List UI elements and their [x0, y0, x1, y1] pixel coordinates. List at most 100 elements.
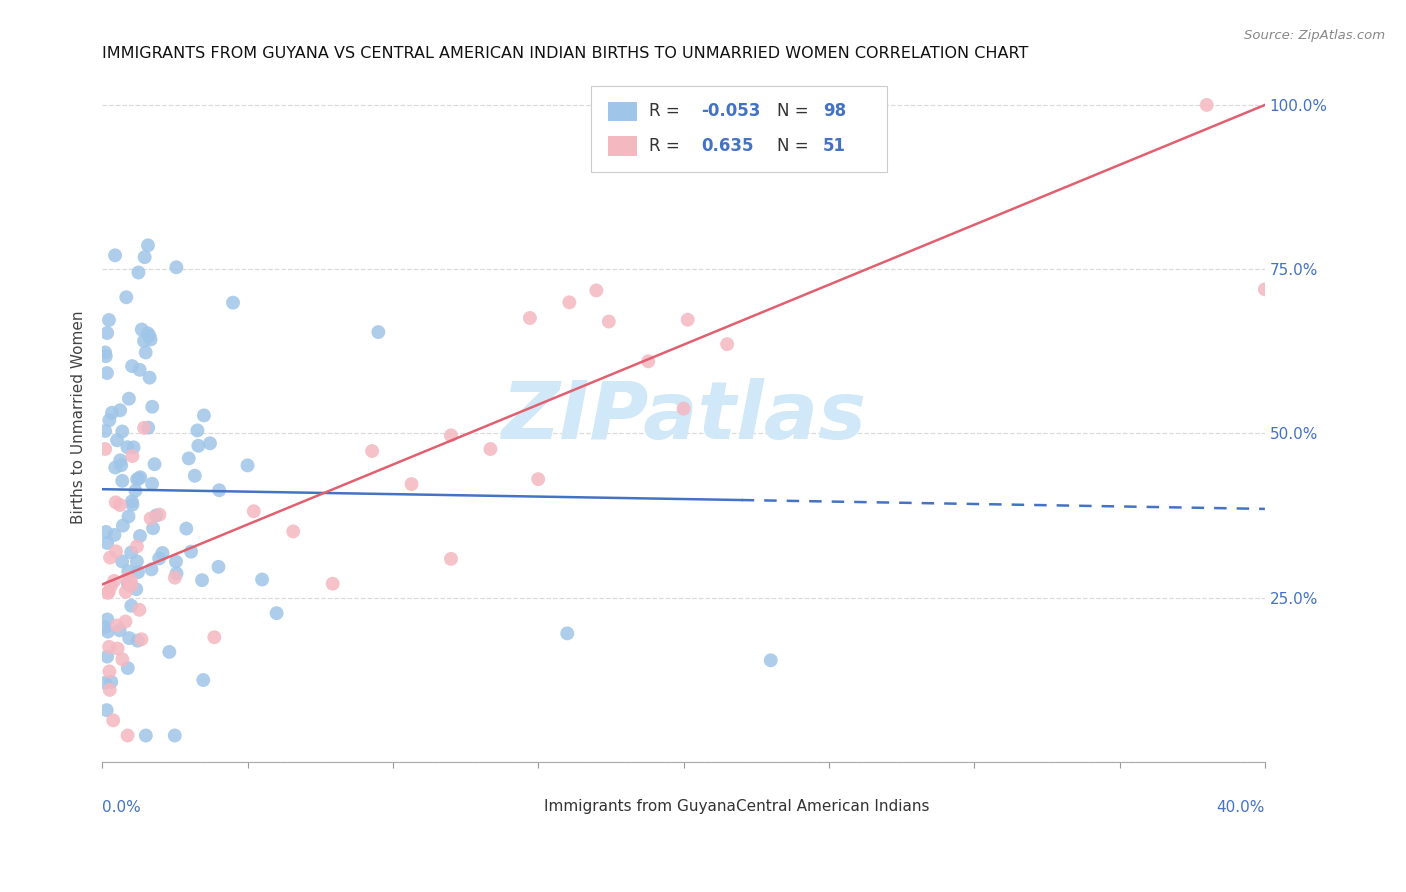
- Point: [283, 524, 305, 539]
- Point: [555, 626, 578, 640]
- Point: [180, 544, 202, 558]
- Point: [129, 470, 152, 484]
- Point: [135, 345, 157, 359]
- Text: R =: R =: [648, 103, 685, 120]
- Point: [207, 559, 229, 574]
- Text: ZIPatlas: ZIPatlas: [501, 378, 866, 456]
- Point: [585, 284, 607, 298]
- Point: [103, 528, 125, 542]
- Point: [440, 428, 463, 442]
- Point: [97, 586, 120, 600]
- Text: 0.0%: 0.0%: [103, 800, 141, 814]
- Point: [598, 314, 620, 328]
- Point: [96, 703, 118, 717]
- Text: 0.635: 0.635: [702, 136, 754, 155]
- Point: [98, 640, 121, 654]
- Point: [136, 238, 159, 252]
- Point: [98, 413, 121, 427]
- Point: [111, 652, 134, 666]
- Point: [134, 250, 156, 264]
- Point: [141, 476, 163, 491]
- Point: [105, 544, 128, 558]
- Point: [114, 584, 136, 599]
- Point: [121, 359, 143, 373]
- Point: [440, 552, 463, 566]
- Point: [716, 337, 738, 351]
- Point: [198, 436, 221, 450]
- Point: [141, 400, 163, 414]
- Point: [676, 312, 699, 326]
- Point: [121, 494, 143, 508]
- Point: [111, 425, 134, 439]
- Point: [142, 521, 165, 535]
- Point: [367, 325, 389, 339]
- Point: [322, 576, 344, 591]
- Point: [97, 624, 120, 639]
- Point: [118, 392, 141, 406]
- Point: [94, 675, 117, 690]
- Bar: [607, 136, 637, 155]
- Point: [637, 354, 659, 368]
- Point: [96, 536, 118, 550]
- Point: [120, 599, 142, 613]
- Point: [120, 579, 142, 593]
- Point: [104, 248, 127, 262]
- Point: [100, 674, 122, 689]
- Point: [98, 665, 121, 679]
- Point: [152, 546, 174, 560]
- Point: [115, 290, 138, 304]
- Point: [108, 624, 131, 638]
- Point: [117, 576, 139, 591]
- Point: [519, 310, 541, 325]
- Point: [138, 370, 160, 384]
- Point: [138, 328, 160, 343]
- Point: [135, 729, 157, 743]
- Bar: [707, 800, 730, 814]
- Point: [108, 498, 131, 512]
- Point: [208, 483, 231, 498]
- Point: [94, 442, 117, 456]
- Point: [98, 550, 121, 565]
- Point: [104, 460, 127, 475]
- Point: [242, 504, 264, 518]
- Point: [176, 522, 198, 536]
- Point: [163, 729, 186, 743]
- Point: [143, 457, 166, 471]
- Point: [186, 424, 208, 438]
- Text: Immigrants from Guyana: Immigrants from Guyana: [544, 799, 735, 814]
- Text: IMMIGRANTS FROM GUYANA VS CENTRAL AMERICAN INDIAN BIRTHS TO UNMARRIED WOMEN CORR: IMMIGRANTS FROM GUYANA VS CENTRAL AMERIC…: [103, 46, 1029, 62]
- Point: [125, 582, 148, 597]
- Point: [117, 564, 139, 578]
- Point: [202, 630, 225, 644]
- Text: Central American Indians: Central American Indians: [735, 799, 929, 814]
- Point: [128, 471, 150, 485]
- Point: [111, 518, 134, 533]
- Point: [401, 477, 423, 491]
- Text: -0.053: -0.053: [702, 103, 761, 120]
- Point: [96, 326, 118, 340]
- Point: [127, 472, 149, 486]
- Point: [122, 440, 145, 454]
- Text: 98: 98: [823, 103, 846, 120]
- Point: [131, 632, 153, 647]
- Point: [94, 524, 117, 539]
- Point: [111, 474, 134, 488]
- Point: [97, 584, 120, 599]
- Point: [193, 409, 215, 423]
- Point: [361, 444, 384, 458]
- Point: [117, 661, 139, 675]
- Point: [94, 620, 117, 634]
- Point: [96, 649, 118, 664]
- Text: 40.0%: 40.0%: [1216, 800, 1265, 814]
- Point: [132, 421, 155, 435]
- Point: [145, 508, 167, 523]
- Point: [187, 439, 209, 453]
- Point: [250, 573, 273, 587]
- Point: [672, 401, 695, 416]
- Text: N =: N =: [776, 136, 814, 155]
- Point: [191, 573, 214, 587]
- Point: [121, 498, 143, 512]
- Point: [105, 618, 128, 632]
- Point: [103, 574, 125, 588]
- Point: [98, 682, 121, 697]
